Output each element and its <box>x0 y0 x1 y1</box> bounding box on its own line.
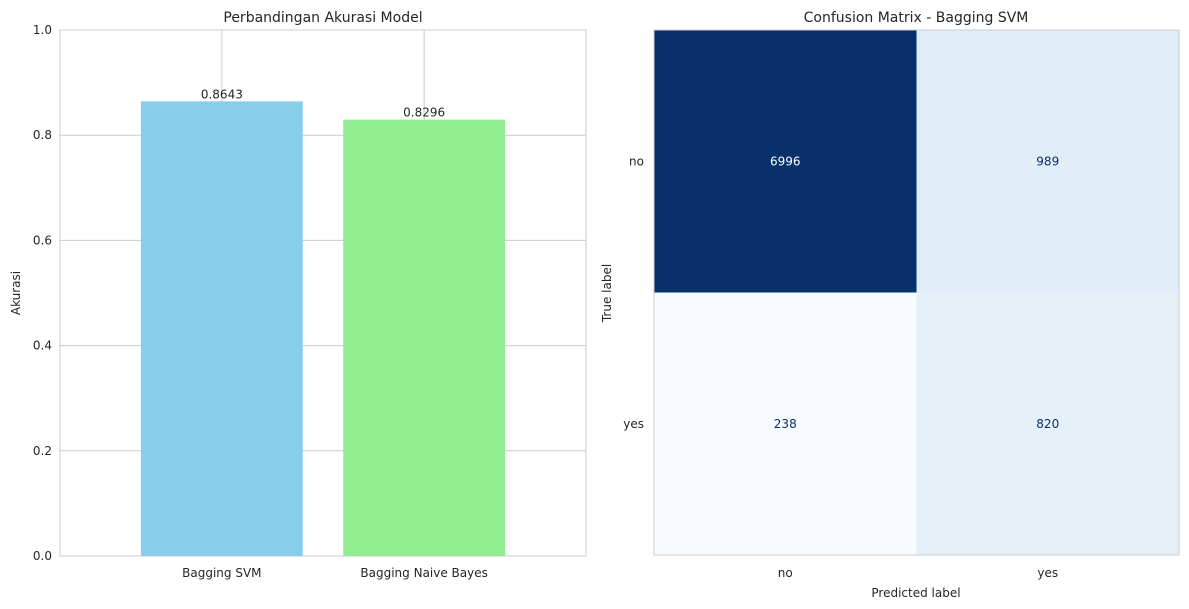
confusion-matrix-cell-value: 6996 <box>770 154 801 168</box>
confusion-matrix-y-tick-label: no <box>629 154 644 168</box>
bar-data-label: 0.8643 <box>201 87 243 101</box>
bar-data-label: 0.8296 <box>403 106 445 120</box>
confusion-matrix-cell <box>916 30 1179 293</box>
confusion-matrix-x-tick-label: no <box>778 566 793 580</box>
bar-chart-title: Perbandingan Akurasi Model <box>223 10 422 26</box>
bar <box>140 101 303 556</box>
confusion-matrix-frame <box>653 29 1180 556</box>
bar <box>343 119 506 556</box>
bar-chart-x-tick-label: Bagging SVM <box>182 566 261 580</box>
confusion-matrix-y-axis-label: True label <box>600 264 614 323</box>
bar-chart-x-ticks: Bagging SVM Bagging Naive Bayes <box>182 566 488 580</box>
confusion-matrix: 6996 989 238 820 no yes no yes Confusion Matr… <box>600 10 1180 600</box>
confusion-matrix-y-ticks: no yes <box>623 154 644 431</box>
bar-chart-y-tick-label: 0.0 <box>33 549 52 563</box>
bar-chart-y-ticks: 0.0 0.2 0.4 0.6 0.8 1.0 <box>33 23 52 563</box>
confusion-matrix-x-ticks: no yes <box>778 566 1058 580</box>
bar-chart-y-axis-label: Akurasi <box>9 271 23 315</box>
confusion-matrix-y-tick-label: yes <box>623 417 644 431</box>
confusion-matrix-x-tick-label: yes <box>1037 566 1058 580</box>
confusion-matrix-cell-value: 989 <box>1036 154 1059 168</box>
confusion-matrix-x-axis-label: Predicted label <box>871 586 960 600</box>
confusion-matrix-cell <box>654 30 917 293</box>
confusion-matrix-cells: 6996 989 238 820 <box>654 30 1179 555</box>
confusion-matrix-title: Confusion Matrix - Bagging SVM <box>804 10 1029 26</box>
bar-chart-bars: 0.8643 0.8296 <box>140 87 506 556</box>
confusion-matrix-cell-value: 820 <box>1036 417 1059 431</box>
confusion-matrix-cell <box>916 292 1179 555</box>
bar-chart-plot-area <box>59 29 587 557</box>
bar-chart-y-tick-label: 0.6 <box>33 233 52 247</box>
confusion-matrix-cell <box>654 292 917 555</box>
bar-chart-y-tick-label: 0.2 <box>33 444 52 458</box>
bar-chart-x-tick-label: Bagging Naive Bayes <box>360 566 487 580</box>
bar-chart: 0.8643 0.8296 0.0 0.2 0.4 0.6 0.8 1.0 Bagging … <box>9 10 587 580</box>
confusion-matrix-cell-value: 238 <box>774 417 797 431</box>
bar-chart-y-tick-label: 0.4 <box>33 339 52 353</box>
bar-chart-y-tick-label: 0.8 <box>33 128 52 142</box>
bar-chart-y-tick-label: 1.0 <box>33 23 52 37</box>
